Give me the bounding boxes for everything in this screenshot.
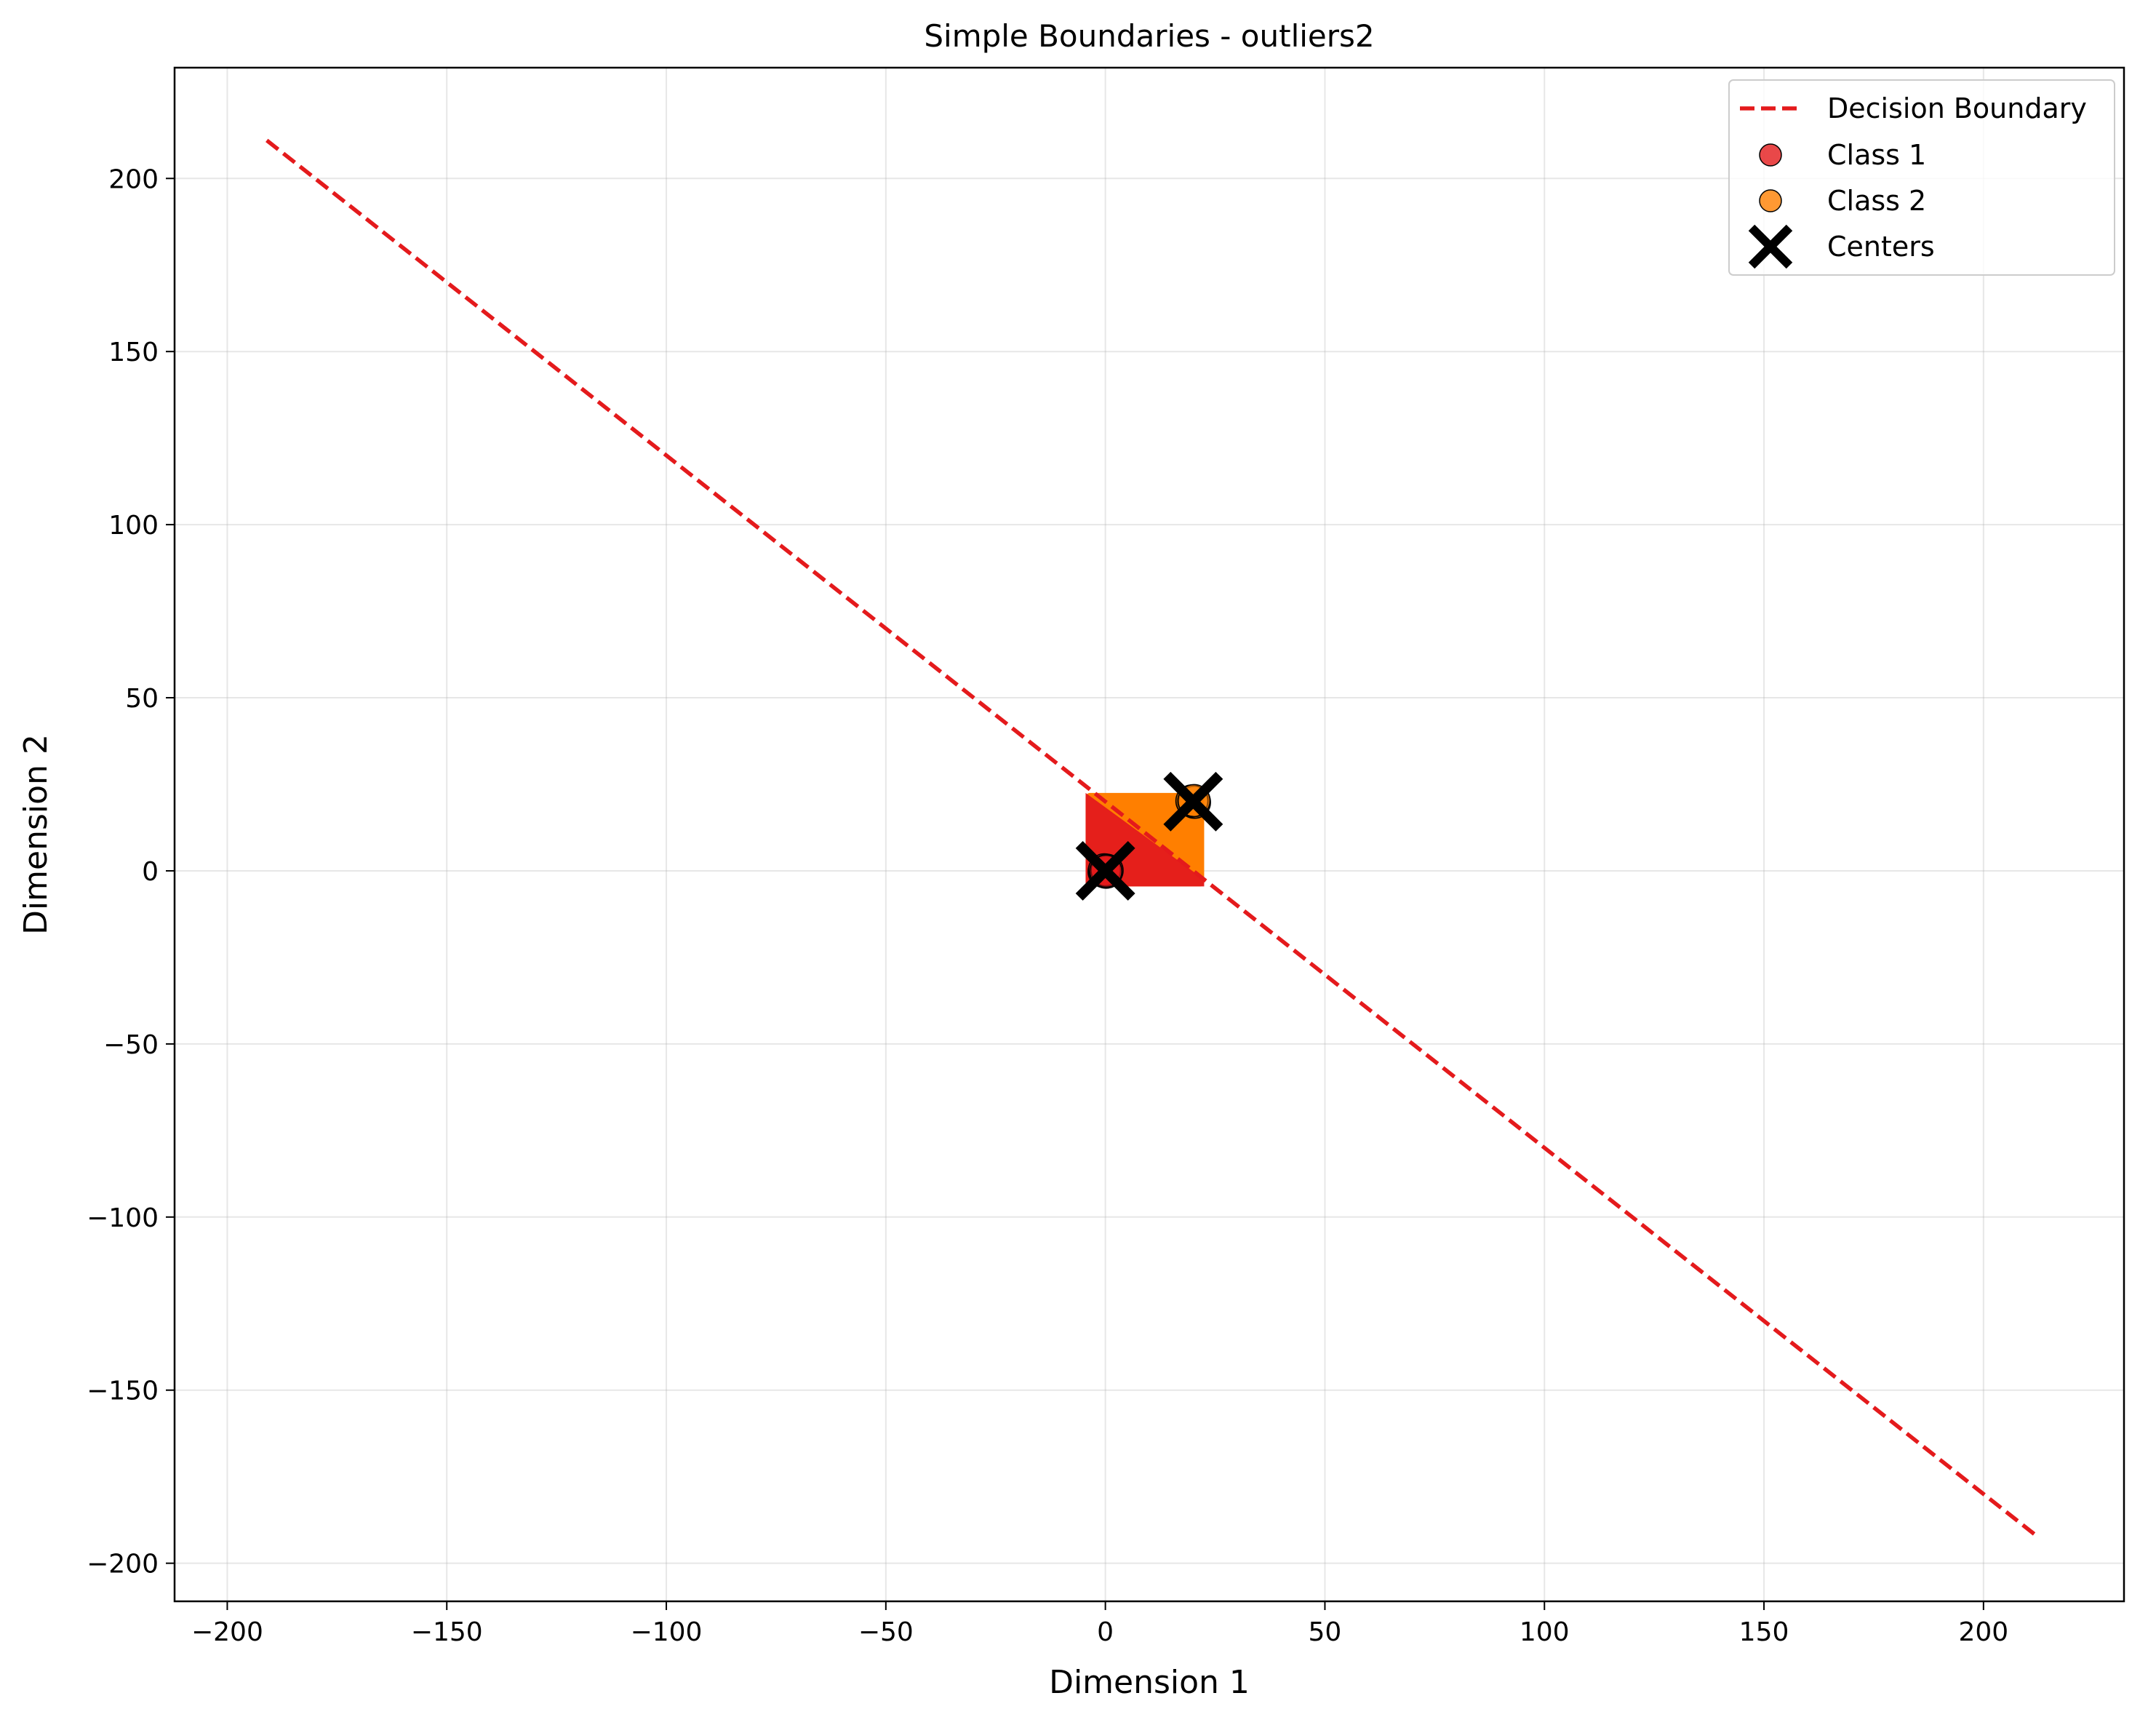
center-marker xyxy=(1163,771,1223,832)
plot-frame xyxy=(173,66,2125,1603)
legend-box xyxy=(1728,79,2115,276)
y-tick-label: 100 xyxy=(108,511,159,541)
x-tick-label: −50 xyxy=(858,1617,914,1647)
x-tick-label: 50 xyxy=(1309,1617,1342,1647)
legend-centers-swatch xyxy=(1748,224,1793,269)
x-axis-label: Dimension 1 xyxy=(1049,1664,1250,1701)
x-tick-label: 0 xyxy=(1097,1617,1114,1647)
legend-class-1-label: Class 1 xyxy=(1827,139,1926,171)
legend-centers-label: Centers xyxy=(1827,231,1935,263)
legend: Decision Boundary Class 1 Class 2 Center… xyxy=(1728,79,2115,276)
y-tick-label: −200 xyxy=(87,1550,159,1579)
y-axis-label: Dimension 2 xyxy=(17,734,55,935)
legend-class-2-label: Class 2 xyxy=(1827,185,1926,217)
legend-class-1-swatch xyxy=(1759,143,1782,167)
x-tick-label: −100 xyxy=(631,1617,703,1647)
decision-boundary-line xyxy=(265,138,2037,1537)
center-marker-stroke xyxy=(1163,771,1223,832)
y-tick-label: −100 xyxy=(87,1203,159,1233)
center-marker xyxy=(1075,841,1135,901)
y-tick-label: −150 xyxy=(87,1377,159,1406)
y-axis: −200 −150 −100 −50 0 50 100 150 200 xyxy=(87,164,175,1579)
legend-class-2-swatch xyxy=(1759,189,1782,212)
y-tick-label: 0 xyxy=(142,857,159,887)
plot-series xyxy=(265,138,2037,1537)
y-tick-label: 200 xyxy=(108,164,159,194)
x-tick-label: 200 xyxy=(1958,1617,2008,1647)
center-marker-stroke xyxy=(1075,841,1135,901)
x-tick-label: 150 xyxy=(1739,1617,1789,1647)
x-axis: −200 −150 −100 −50 0 50 100 150 200 xyxy=(191,1601,2008,1647)
x-tick-label: −200 xyxy=(191,1617,263,1647)
x-tick-label: −150 xyxy=(411,1617,483,1647)
legend-decision-boundary-label: Decision Boundary xyxy=(1827,92,2087,124)
x-tick-label: 100 xyxy=(1520,1617,1570,1647)
y-tick-label: 50 xyxy=(125,684,159,714)
y-tick-label: −50 xyxy=(103,1030,159,1060)
y-tick-label: 150 xyxy=(108,338,159,367)
chart-title: Simple Boundaries - outliers2 xyxy=(924,18,1374,54)
